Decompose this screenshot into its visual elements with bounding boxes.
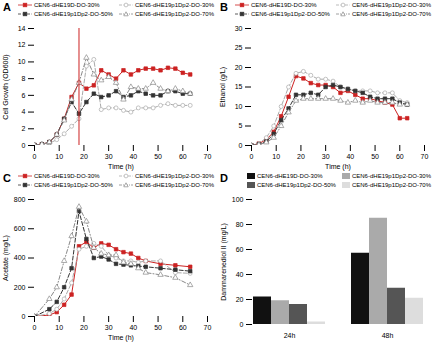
svg-text:20: 20 xyxy=(235,64,243,71)
svg-text:8: 8 xyxy=(22,75,26,82)
svg-text:40: 40 xyxy=(129,324,137,331)
html-text:CEN6-dHE19p1Dp2-DO-30%: CEN6-dHE19p1Dp2-DO-30% xyxy=(135,173,214,179)
svg-text:24h: 24h xyxy=(284,332,296,339)
html-text:CEN6-dHE19p1Dp2-DO-50%: CEN6-dHE19p1Dp2-DO-50% xyxy=(250,11,330,17)
svg-text:400: 400 xyxy=(14,254,26,261)
html-text:CEN6-dHE19D-DO-30%: CEN6-dHE19D-DO-30% xyxy=(33,2,100,8)
svg-text:40: 40 xyxy=(236,271,244,278)
html-text:CEN6-dHE19p1Dp2-DO-70%: CEN6-dHE19p1Dp2-DO-70% xyxy=(135,182,214,188)
html-text:C: C xyxy=(3,172,11,184)
svg-text:10: 10 xyxy=(272,153,280,160)
svg-text:10: 10 xyxy=(55,153,63,160)
svg-text:Time (h): Time (h) xyxy=(108,334,134,342)
svg-text:Acetate (mg/L): Acetate (mg/L) xyxy=(2,235,10,281)
html-text:CEN6-dHE19D-DO-30%: CEN6-dHE19D-DO-30% xyxy=(250,2,317,8)
svg-text:50: 50 xyxy=(154,153,162,160)
svg-text:800: 800 xyxy=(14,196,26,203)
svg-text:30: 30 xyxy=(235,25,243,32)
html-text:CEN6-dHE19D-DO-30%: CEN6-dHE19D-DO-30% xyxy=(256,173,323,179)
svg-text:0: 0 xyxy=(240,321,244,328)
svg-text:2: 2 xyxy=(22,125,26,132)
svg-text:15: 15 xyxy=(235,83,243,90)
svg-text:Time (h): Time (h) xyxy=(325,163,351,171)
html-text:CEN6-dHE19p1Dp2-DO-30%: CEN6-dHE19p1Dp2-DO-30% xyxy=(352,2,431,8)
html-text:CEN6-dHE19D-DO-30%: CEN6-dHE19D-DO-30% xyxy=(33,173,100,179)
svg-text:0: 0 xyxy=(250,153,254,160)
svg-text:12: 12 xyxy=(18,41,26,48)
html-text:D: D xyxy=(220,172,228,184)
svg-text:0: 0 xyxy=(33,153,37,160)
svg-text:60: 60 xyxy=(179,324,187,331)
html-text:CEN6-dHE19p1Dp2-DO-30%: CEN6-dHE19p1Dp2-DO-30% xyxy=(352,173,431,179)
svg-text:50: 50 xyxy=(371,153,379,160)
svg-text:30: 30 xyxy=(322,153,330,160)
svg-text:70: 70 xyxy=(204,153,212,160)
svg-text:50: 50 xyxy=(154,324,162,331)
svg-text:30: 30 xyxy=(105,153,113,160)
svg-text:14: 14 xyxy=(18,25,26,32)
html-text:CEN6-dHE19p1Dp2-DO-50%: CEN6-dHE19p1Dp2-DO-50% xyxy=(256,182,336,188)
svg-text:10: 10 xyxy=(18,58,26,65)
svg-text:40: 40 xyxy=(129,153,137,160)
svg-text:Time (h): Time (h) xyxy=(108,163,134,171)
svg-text:0: 0 xyxy=(22,142,26,149)
svg-text:Cell Growth (OD600): Cell Growth (OD600) xyxy=(2,54,10,119)
svg-text:30: 30 xyxy=(105,324,113,331)
svg-text:Ethanol (g/L): Ethanol (g/L) xyxy=(219,67,227,107)
svg-text:200: 200 xyxy=(14,283,26,290)
svg-text:60: 60 xyxy=(179,153,187,160)
svg-text:4: 4 xyxy=(22,108,26,115)
svg-text:25: 25 xyxy=(235,44,243,51)
svg-text:10: 10 xyxy=(235,103,243,110)
svg-text:70: 70 xyxy=(204,324,212,331)
svg-text:0: 0 xyxy=(22,313,26,320)
svg-text:Dammarenediol II (mg/L): Dammarenediol II (mg/L) xyxy=(220,223,228,300)
html-text:A: A xyxy=(3,1,11,13)
svg-text:600: 600 xyxy=(14,225,26,232)
svg-text:60: 60 xyxy=(396,153,404,160)
svg-text:60: 60 xyxy=(236,246,244,253)
svg-text:100: 100 xyxy=(232,196,244,203)
html-text:CEN6-dHE19p1Dp2-DO-30%: CEN6-dHE19p1Dp2-DO-30% xyxy=(135,2,214,8)
svg-text:6: 6 xyxy=(22,92,26,99)
svg-text:20: 20 xyxy=(80,324,88,331)
svg-text:48h: 48h xyxy=(382,332,394,339)
svg-text:80: 80 xyxy=(236,221,244,228)
svg-text:20: 20 xyxy=(236,296,244,303)
html-text:B: B xyxy=(220,1,228,13)
svg-text:70: 70 xyxy=(421,153,429,160)
html-text:CEN6-dHE19p1Dp2-DO-70%: CEN6-dHE19p1Dp2-DO-70% xyxy=(135,11,214,17)
svg-text:5: 5 xyxy=(239,122,243,129)
html-text:CEN6-dHE19p1Dp2-DO-50%: CEN6-dHE19p1Dp2-DO-50% xyxy=(33,11,113,17)
svg-text:0: 0 xyxy=(33,324,37,331)
html-text:CEN6-dHE19p1Dp2-DO-70%: CEN6-dHE19p1Dp2-DO-70% xyxy=(352,11,431,17)
svg-text:10: 10 xyxy=(55,324,63,331)
svg-text:20: 20 xyxy=(80,153,88,160)
html-text:CEN6-dHE19p1Dp2-DO-70%: CEN6-dHE19p1Dp2-DO-70% xyxy=(352,182,431,188)
svg-text:40: 40 xyxy=(346,153,354,160)
svg-text:20: 20 xyxy=(297,153,305,160)
html-text:CEN6-dHE19p1Dp2-DO-50%: CEN6-dHE19p1Dp2-DO-50% xyxy=(33,182,113,188)
svg-text:0: 0 xyxy=(239,142,243,149)
